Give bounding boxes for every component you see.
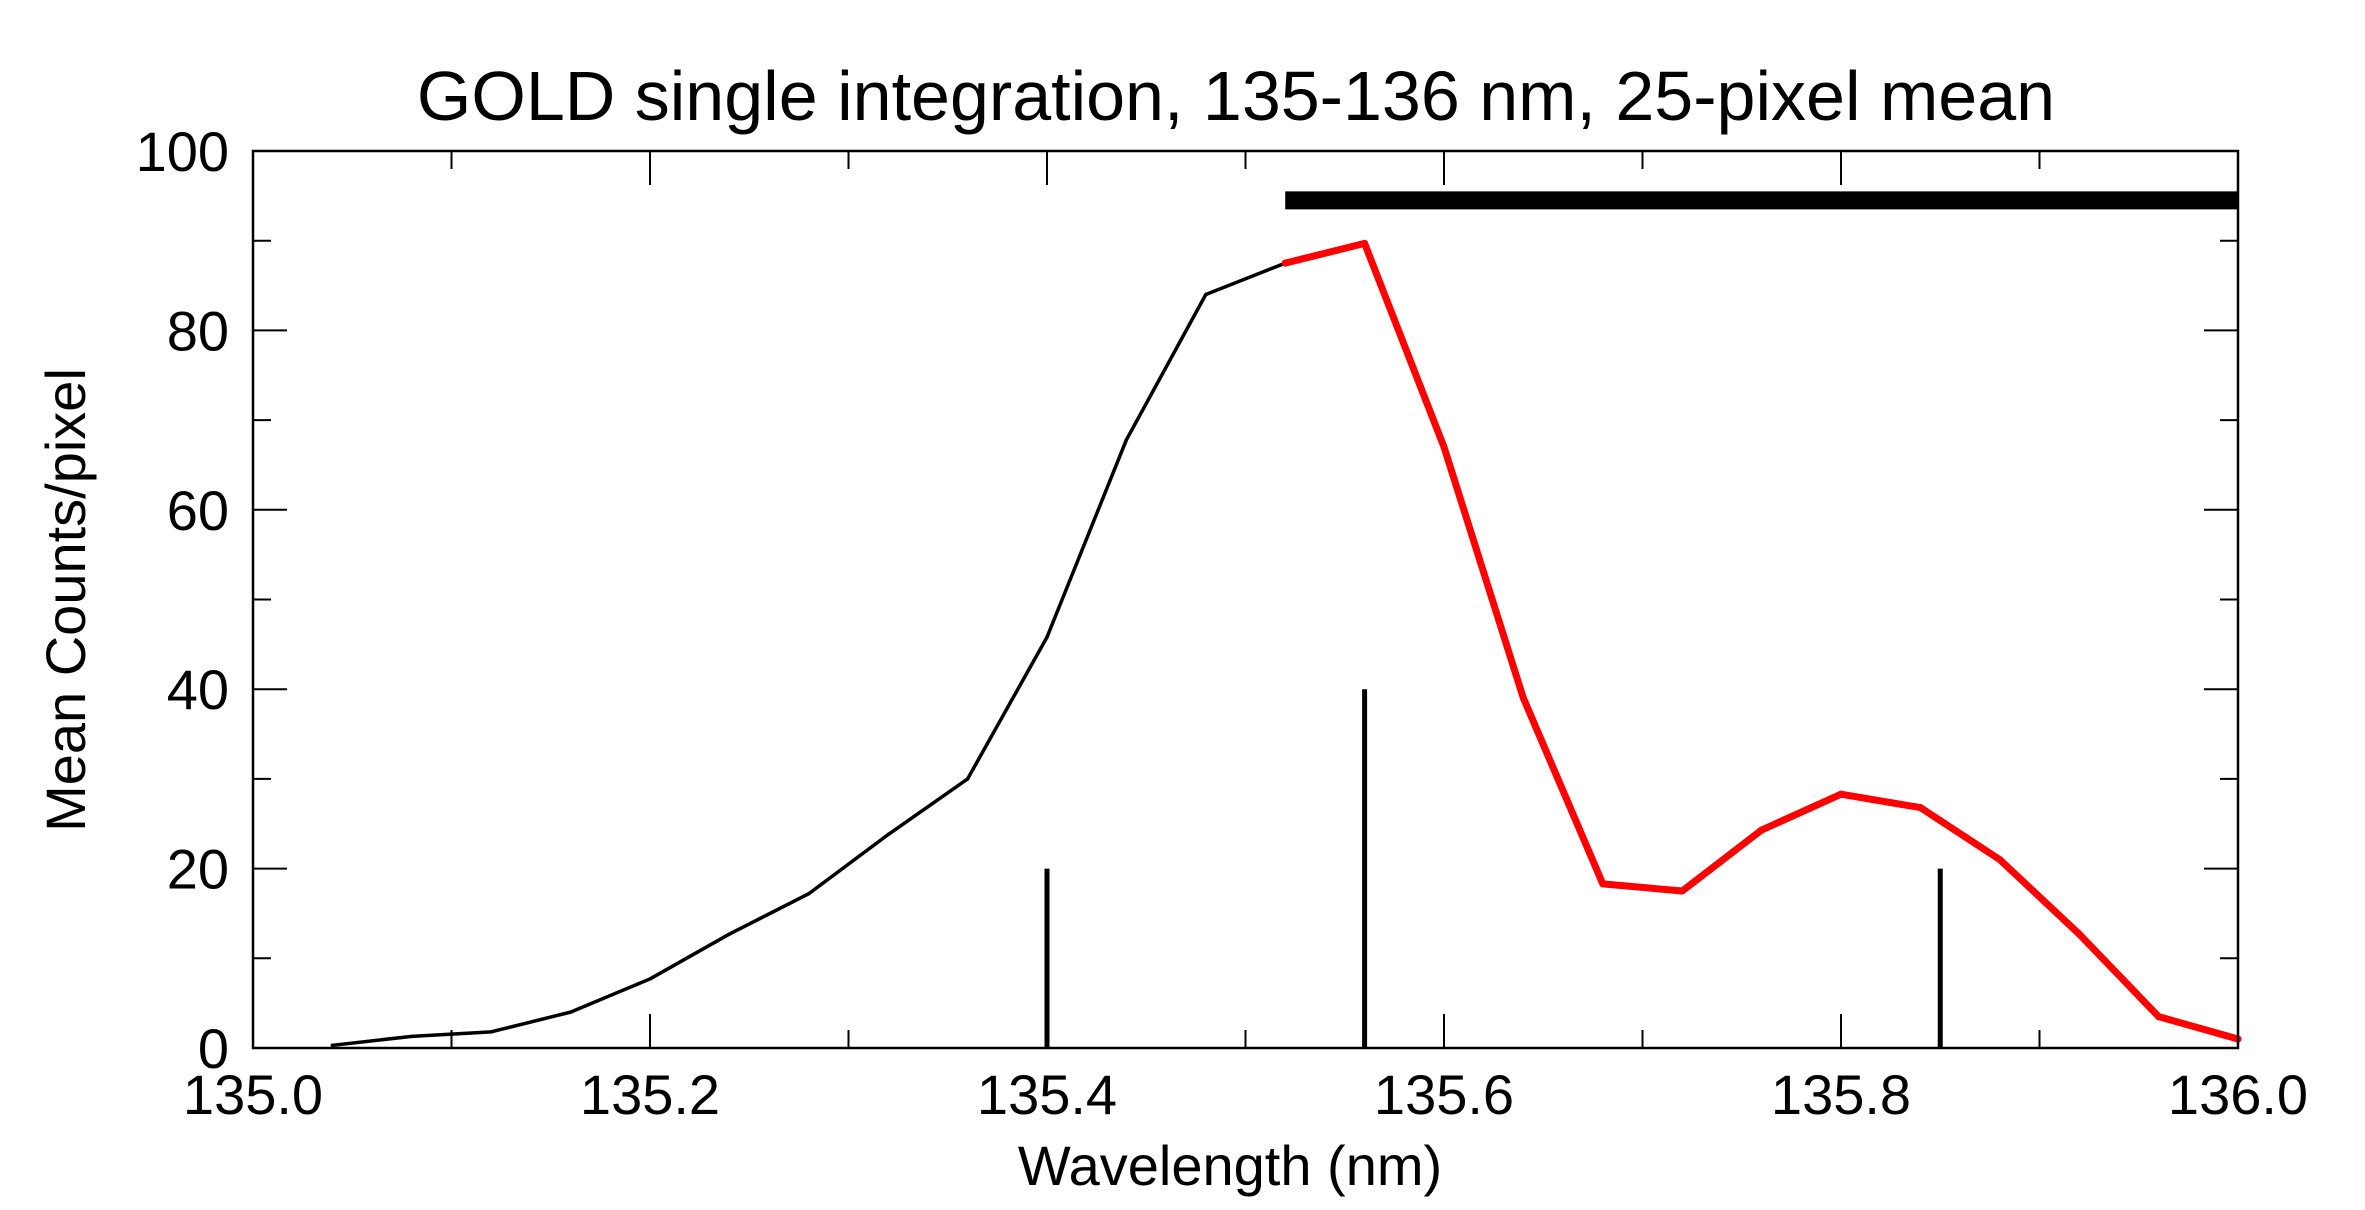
series-1-point — [965, 777, 970, 781]
series-2-point — [2155, 1013, 2163, 1021]
plot-area: 135.0 135.2 135.4 135.6 135.8 136.0 0 20 40 60 80 1… — [136, 120, 2309, 1126]
x-tick-label: 135.2 — [580, 1063, 720, 1126]
x-axis-label: Wavelength (nm) — [1018, 1134, 1442, 1197]
x-tick-label: 135.4 — [977, 1063, 1117, 1126]
series-1-point — [807, 891, 811, 896]
series-1-point — [648, 977, 652, 981]
series-1-point — [330, 1043, 335, 1048]
y-tick-label: 20 — [167, 838, 229, 901]
series-2-point — [2075, 930, 2083, 938]
y-axis-label: Mean Counts/pixel — [34, 368, 97, 832]
series-1-point — [568, 1010, 573, 1014]
series-1-point — [1045, 635, 1049, 639]
series-1-point — [727, 932, 732, 936]
x-tick-label: 136.0 — [2168, 1063, 2308, 1126]
series-2-point — [1440, 443, 1448, 451]
series-1-point — [489, 1030, 493, 1034]
x-tick-label: 135.0 — [183, 1063, 323, 1126]
series-2-point — [1599, 880, 1607, 888]
chart-title: GOLD single integration, 135-136 nm, 25-… — [417, 57, 2055, 135]
series-2-point — [1361, 239, 1369, 247]
series-2-point — [1837, 790, 1845, 798]
y-tick-label: 100 — [136, 120, 229, 183]
series-1-point — [1124, 438, 1129, 442]
series-2-point — [1678, 887, 1686, 895]
y-tick-label: 80 — [167, 299, 229, 362]
plot-frame — [251, 149, 2240, 1050]
y-tick-label: 60 — [167, 479, 229, 542]
series-2-point — [1916, 804, 1924, 812]
series-1-point — [886, 832, 890, 837]
y-tick-label: 40 — [167, 658, 229, 721]
series-1-point — [410, 1034, 414, 1039]
x-tick-label: 135.8 — [1771, 1063, 1911, 1126]
series-2-point — [1281, 259, 1289, 267]
series-2-point — [1758, 826, 1766, 834]
series-1-point — [1204, 292, 1208, 297]
x-tick-label: 135.6 — [1374, 1063, 1514, 1126]
series-2-point — [1996, 856, 2004, 864]
y-tick-label: 0 — [198, 1017, 229, 1080]
series-2-point — [1519, 694, 1527, 702]
